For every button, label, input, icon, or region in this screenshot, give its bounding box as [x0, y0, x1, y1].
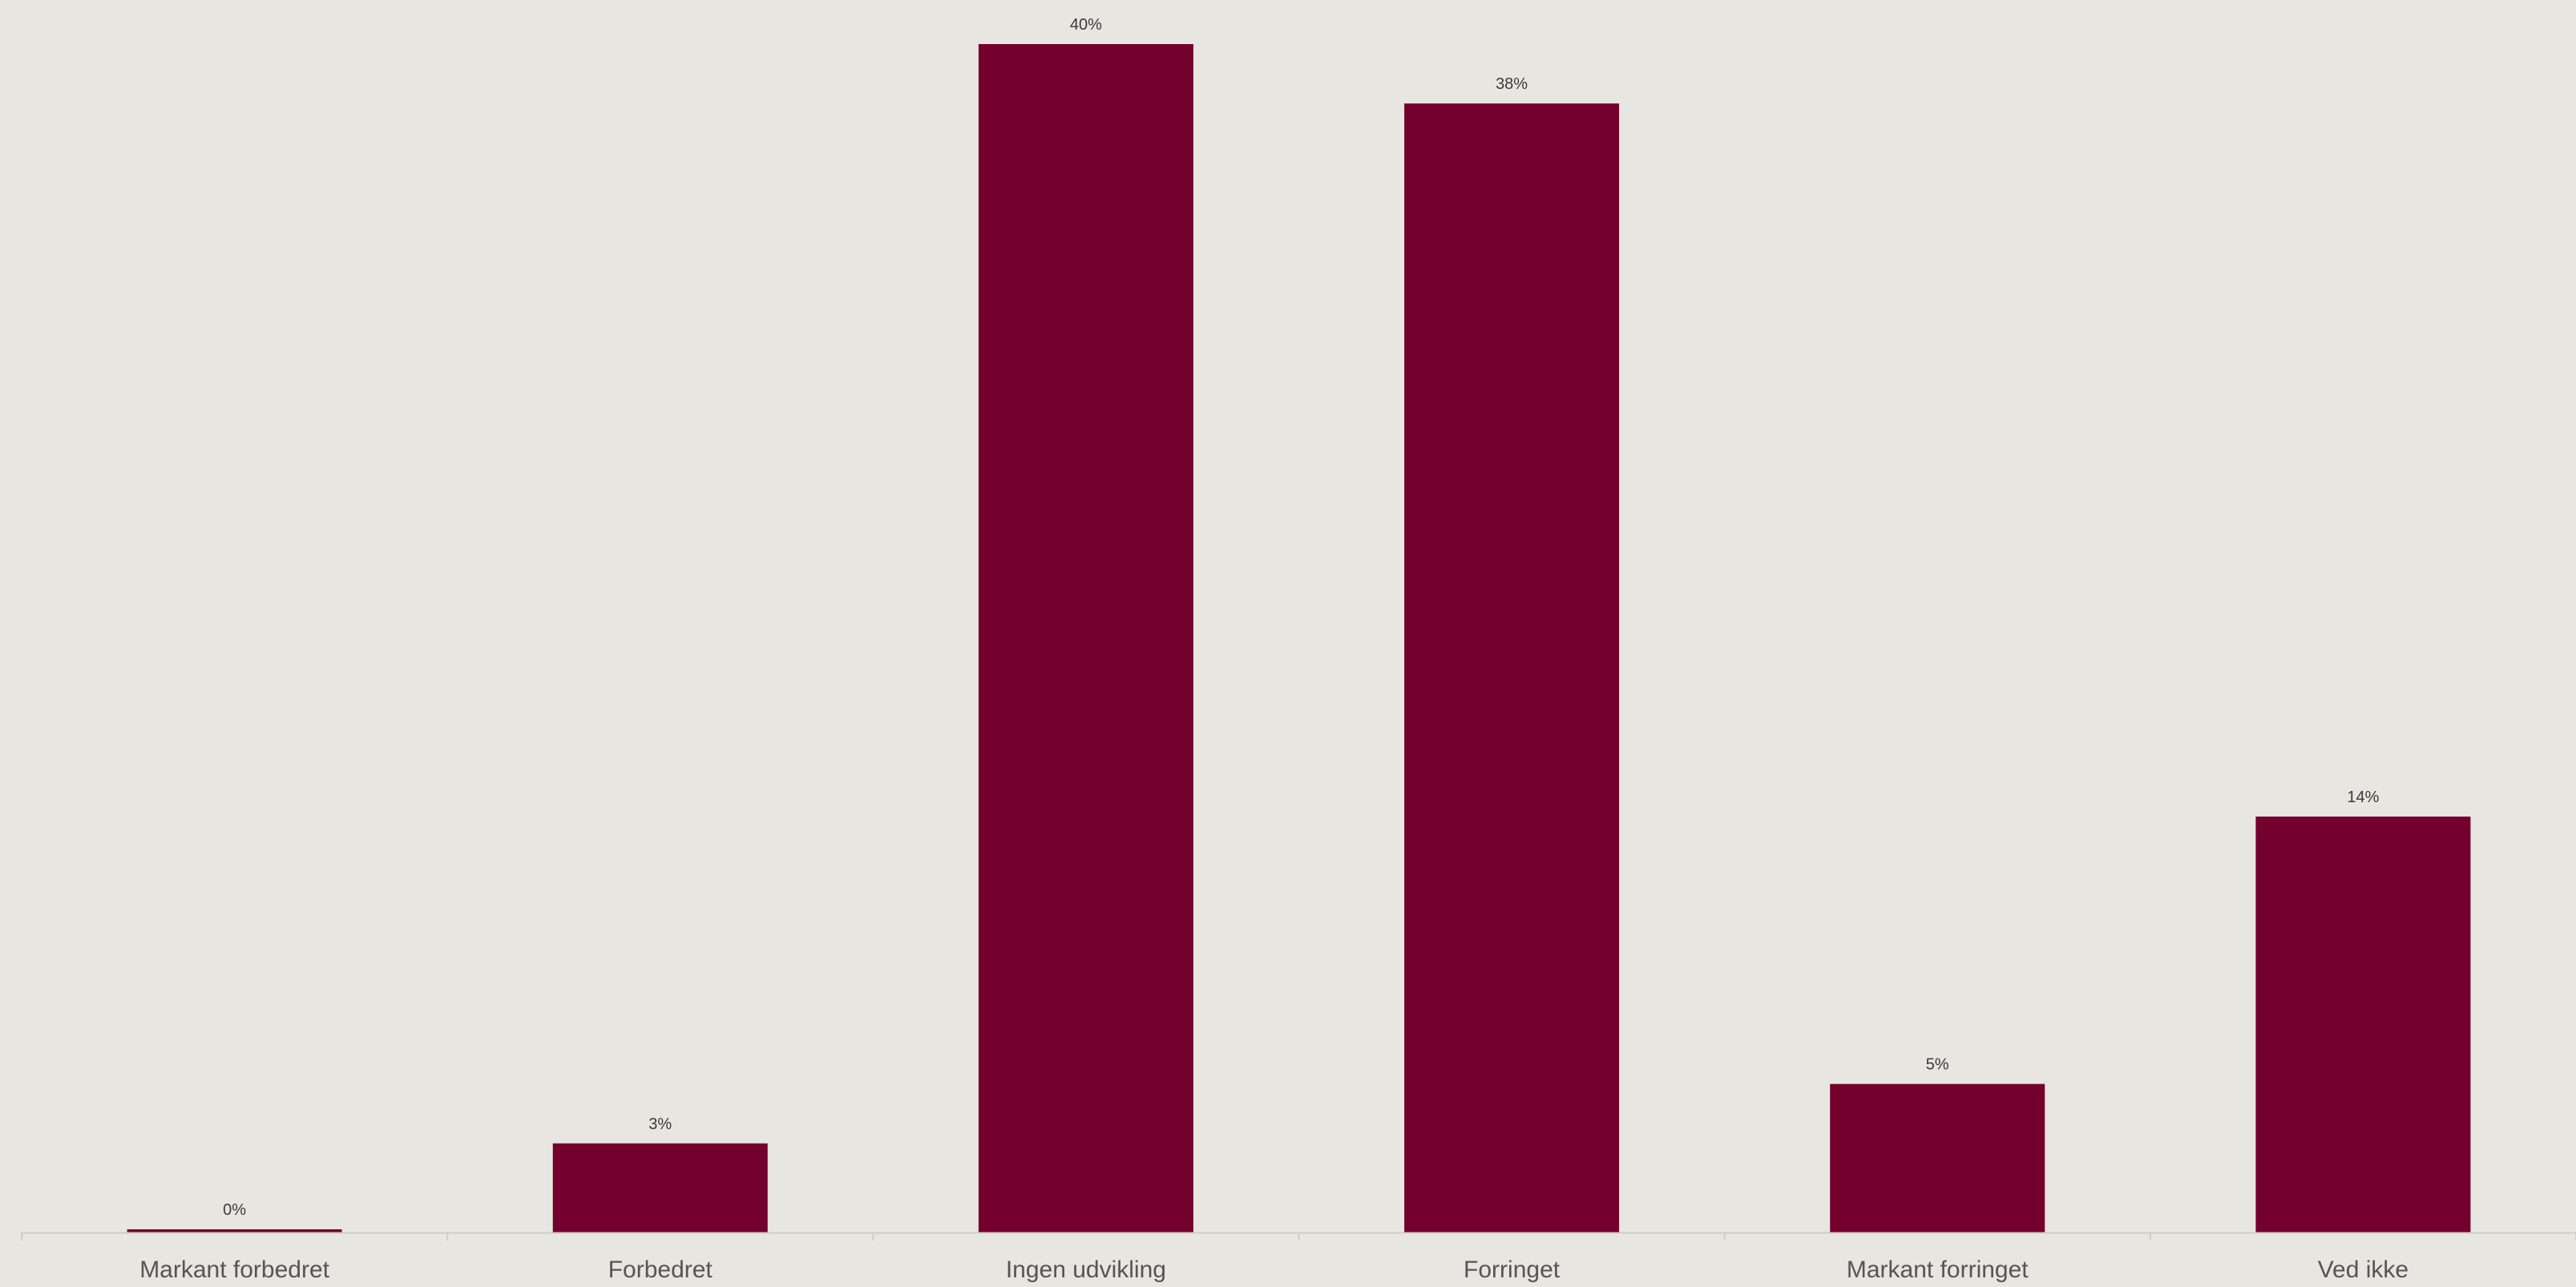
bar-1: [552, 1143, 768, 1233]
data-label: 3%: [648, 1116, 672, 1133]
bars-layer: [127, 44, 2471, 1233]
bar-5: [2255, 816, 2471, 1233]
bar-2: [978, 44, 1193, 1233]
data-label: 40%: [1070, 16, 1102, 34]
data-label: 14%: [2347, 789, 2379, 806]
bar-0: [127, 1229, 342, 1233]
category-label: Ingen udvikling: [1006, 1257, 1166, 1283]
labels-layer: 0% Markant forbedret 3% Forbedret 40% Ingen u…: [139, 16, 2408, 1283]
data-label: 0%: [223, 1201, 246, 1219]
bar-3: [1404, 103, 1620, 1233]
bar-4: [1830, 1083, 2045, 1233]
category-label: Markant forbedret: [139, 1257, 329, 1283]
data-label: 38%: [1496, 75, 1528, 93]
category-label: Ved ikke: [2318, 1257, 2408, 1283]
category-label: Forringet: [1464, 1257, 1561, 1283]
x-axis: [21, 1232, 2576, 1241]
category-label: Forbedret: [608, 1257, 713, 1283]
data-label: 5%: [1926, 1056, 1949, 1074]
category-label: Markant forringet: [1847, 1257, 2029, 1283]
